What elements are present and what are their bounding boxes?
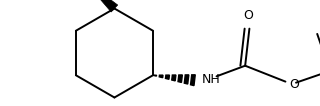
Text: O: O: [290, 78, 300, 91]
Polygon shape: [178, 75, 182, 82]
Text: O: O: [244, 9, 253, 22]
Polygon shape: [184, 75, 189, 84]
Polygon shape: [159, 75, 163, 78]
Polygon shape: [165, 75, 170, 79]
Polygon shape: [83, 0, 118, 12]
Polygon shape: [153, 75, 156, 76]
Text: NH: NH: [202, 73, 220, 86]
Polygon shape: [190, 75, 195, 86]
Polygon shape: [172, 75, 176, 81]
